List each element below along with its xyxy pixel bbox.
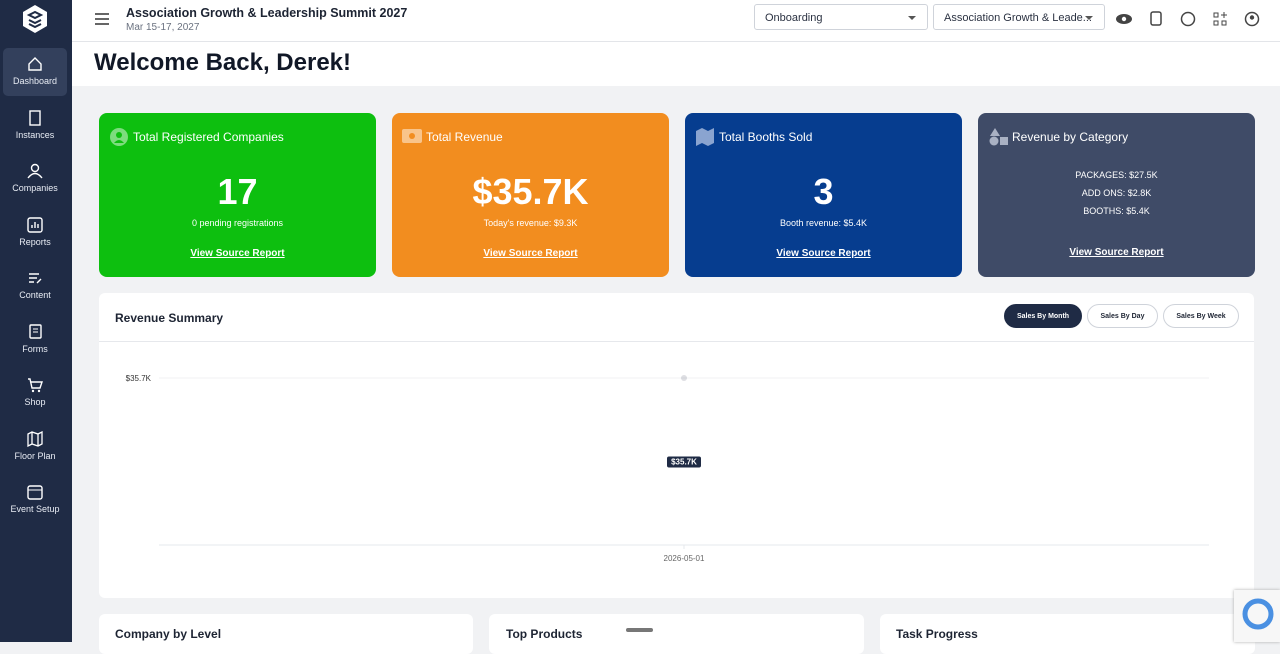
card-subtitle: 0 pending registrations [191,218,284,228]
nav-item[interactable]: Event Setup [3,476,67,524]
nav-icon [27,430,43,447]
nav-label: Dashboard [12,76,58,86]
card-subtitle: Booth revenue: $5.4K [779,218,868,228]
card-value: 3 [813,171,834,212]
stat-card: Revenue by Category PACKAGES: $27.5K ADD… [978,113,1255,277]
nav-icon [29,109,41,126]
tab-button[interactable]: Sales By Day [1087,304,1158,328]
source-report-link[interactable]: View Source Report [1069,247,1164,258]
stat-card: Total Booths Sold 3 Booth revenue: $5.4K… [685,113,962,277]
nav-item[interactable]: Forms [3,316,67,364]
panel-title: Top Products [506,627,583,641]
apps-icon[interactable] [1213,12,1227,26]
event-title: Association Growth & Leadership Summit 2… [126,6,408,20]
nav-item[interactable]: Instances [3,102,67,150]
card-value: 17 [217,171,258,212]
nav-label: Content [19,290,51,300]
revenue-summary-panel: Revenue Summary $35.7K 2026-05-01 $35.7K [99,293,1254,598]
nav-icon [27,163,43,179]
card-title: Total Registered Companies [133,130,284,144]
bottom-panel: Company by Level [99,614,473,654]
nav-label: Instances [15,129,55,140]
panel-title: Task Progress [896,627,978,641]
event-date: Mar 15-17, 2027 [126,22,200,33]
logo [23,5,47,33]
card-icon [696,128,714,146]
nav-icon [27,216,43,233]
nav-label: Event Setup [10,504,60,514]
nav-icon [29,323,42,339]
nav-label: Companies [12,183,58,193]
bottom-panel: Top Products [489,614,864,654]
top-header: Association Growth & Leadership Summit 2… [72,0,1280,42]
account-icon[interactable] [1244,11,1260,27]
nav-icon [28,57,42,71]
revenue-chart: $35.7K 2026-05-01 $35.7K [126,374,1209,563]
divider [99,341,1254,342]
panel-title: Company by Level [115,627,222,641]
x-tick-label: 2026-05-01 [664,554,705,563]
card-icon [989,128,1008,146]
chat-icon[interactable] [1180,11,1196,27]
stat-card: Total Revenue $35.7K Today's revenue: $9… [392,113,669,277]
nav-label: Shop [24,397,46,407]
docs-icon[interactable] [1150,11,1162,26]
card-title: Revenue by Category [1012,130,1129,144]
header-icons [1116,11,1260,27]
nav-icon [27,485,43,500]
sidebar: Dashboard Instances Companies Reports Conten… [0,0,72,642]
stage-dropdown[interactable]: Onboarding [754,4,928,30]
nav-icon [29,273,42,284]
y-tick-label: $35.7K [126,374,152,383]
card-title: Total Revenue [426,130,503,144]
nav-label: Reports [19,236,51,247]
nav-item[interactable]: Dashboard [3,48,67,96]
nav-item[interactable]: Content [3,262,67,310]
card-title: Total Booths Sold [719,130,813,144]
category-line: PACKAGES: $27.5K [1075,170,1158,180]
event-dropdown[interactable]: Association Growth & Leade... [933,4,1105,30]
category-line: BOOTHS: $5.4K [1083,206,1150,216]
source-report-link[interactable]: View Source Report [483,248,578,259]
panel-title: Revenue Summary [115,311,224,325]
tab-button[interactable]: Sales By Month [1004,304,1082,328]
source-report-link[interactable]: View Source Report [776,248,871,259]
welcome-bar: Welcome Back, Derek! [72,42,1280,86]
nav-label: Floor Plan [14,450,56,461]
data-point [681,375,687,381]
stat-card: Total Registered Companies 17 0 pending … [99,113,376,277]
nav-icon [28,378,43,393]
nav-item[interactable]: Shop [3,369,67,417]
value-label: $35.7K [671,458,697,467]
nav-label: Forms [22,343,48,354]
nav-item[interactable]: Companies [3,155,67,203]
tab-button[interactable]: Sales By Week [1163,304,1239,328]
card-icon [402,129,422,143]
card-icon [110,128,128,146]
card-value: $35.7K [472,171,589,212]
recaptcha-badge [1234,590,1280,642]
value-label-bg [667,456,701,468]
source-report-link[interactable]: View Source Report [190,248,285,259]
welcome-heading: Welcome Back, Derek! [94,49,352,76]
category-line: ADD ONS: $2.8K [1081,188,1152,198]
drag-handle[interactable] [626,628,653,632]
nav-item[interactable]: Floor Plan [3,423,67,471]
card-subtitle: Today's revenue: $9.3K [483,218,578,228]
menu-button[interactable] [95,13,109,25]
bottom-panel: Task Progress [880,614,1255,654]
nav-item[interactable]: Reports [3,209,67,257]
preview-icon[interactable] [1116,14,1132,24]
